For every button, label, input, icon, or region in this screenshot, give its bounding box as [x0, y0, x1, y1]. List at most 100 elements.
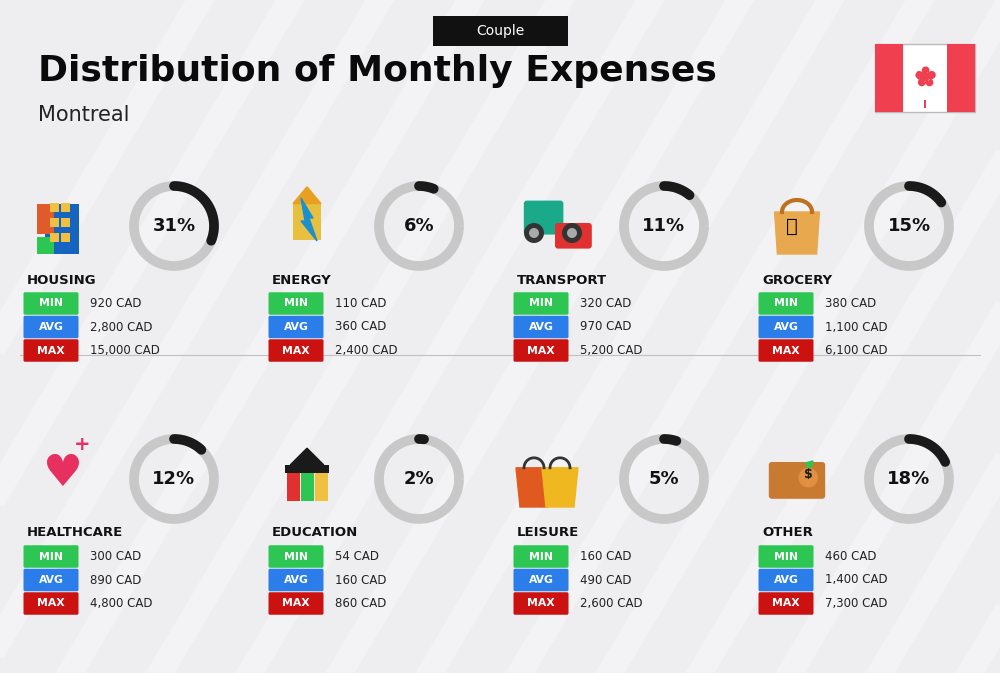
FancyBboxPatch shape [555, 223, 592, 248]
FancyBboxPatch shape [875, 44, 975, 112]
FancyBboxPatch shape [268, 339, 324, 362]
Circle shape [562, 223, 582, 243]
Circle shape [524, 223, 544, 243]
Text: 110 CAD: 110 CAD [335, 297, 386, 310]
FancyBboxPatch shape [514, 545, 568, 568]
Polygon shape [516, 468, 552, 507]
FancyBboxPatch shape [514, 592, 568, 614]
FancyBboxPatch shape [759, 339, 814, 362]
Text: ♥: ♥ [42, 452, 82, 495]
Text: AVG: AVG [39, 322, 63, 332]
Text: +: + [74, 435, 90, 454]
FancyBboxPatch shape [514, 316, 568, 339]
Text: MAX: MAX [37, 345, 65, 355]
Text: MIN: MIN [284, 299, 308, 308]
Text: LEISURE: LEISURE [517, 526, 579, 540]
FancyBboxPatch shape [268, 592, 324, 614]
Text: 380 CAD: 380 CAD [825, 297, 876, 310]
Text: 360 CAD: 360 CAD [335, 320, 386, 334]
Polygon shape [301, 198, 317, 241]
Text: MIN: MIN [774, 551, 798, 561]
FancyBboxPatch shape [759, 292, 814, 315]
FancyBboxPatch shape [268, 545, 324, 568]
FancyBboxPatch shape [268, 292, 324, 315]
Circle shape [567, 228, 577, 238]
Text: 2,800 CAD: 2,800 CAD [90, 320, 152, 334]
Text: AVG: AVG [39, 575, 63, 585]
FancyBboxPatch shape [759, 316, 814, 339]
Bar [315, 473, 328, 501]
Text: AVG: AVG [284, 575, 308, 585]
Polygon shape [542, 468, 578, 507]
Text: 920 CAD: 920 CAD [90, 297, 142, 310]
Text: MIN: MIN [529, 551, 553, 561]
Bar [45, 204, 79, 254]
Bar [50, 233, 59, 242]
Text: GROCERY: GROCERY [762, 273, 832, 287]
Text: 320 CAD: 320 CAD [580, 297, 631, 310]
Text: MAX: MAX [37, 598, 65, 608]
FancyBboxPatch shape [24, 339, 78, 362]
Text: MAX: MAX [282, 345, 310, 355]
Bar [50, 218, 59, 227]
Bar [875, 44, 903, 112]
Bar [301, 473, 314, 501]
Text: AVG: AVG [529, 575, 553, 585]
Text: ENERGY: ENERGY [272, 273, 332, 287]
Text: MAX: MAX [772, 345, 800, 355]
Bar [293, 204, 321, 240]
FancyBboxPatch shape [514, 292, 568, 315]
Bar [61, 218, 70, 227]
Text: EDUCATION: EDUCATION [272, 526, 358, 540]
Text: AVG: AVG [774, 322, 798, 332]
Text: 31%: 31% [152, 217, 196, 235]
Text: 6,100 CAD: 6,100 CAD [825, 344, 888, 357]
Circle shape [798, 468, 818, 487]
Text: 🌿: 🌿 [786, 217, 798, 236]
Text: MAX: MAX [527, 345, 555, 355]
FancyBboxPatch shape [759, 545, 814, 568]
Text: 5,200 CAD: 5,200 CAD [580, 344, 642, 357]
Text: AVG: AVG [774, 575, 798, 585]
Bar [947, 44, 975, 112]
Text: 160 CAD: 160 CAD [580, 550, 632, 563]
Text: 1,100 CAD: 1,100 CAD [825, 320, 888, 334]
Text: AVG: AVG [529, 322, 553, 332]
Text: 5%: 5% [649, 470, 679, 488]
Text: 460 CAD: 460 CAD [825, 550, 877, 563]
Text: Montreal: Montreal [38, 105, 130, 125]
Text: OTHER: OTHER [762, 526, 813, 540]
Text: MAX: MAX [527, 598, 555, 608]
FancyBboxPatch shape [524, 201, 563, 235]
Text: MAX: MAX [772, 598, 800, 608]
Text: 15%: 15% [887, 217, 931, 235]
Polygon shape [290, 448, 324, 465]
FancyBboxPatch shape [24, 316, 78, 339]
Text: 15,000 CAD: 15,000 CAD [90, 344, 160, 357]
Bar [50, 203, 59, 211]
Text: MIN: MIN [529, 299, 553, 308]
Text: MIN: MIN [774, 299, 798, 308]
Polygon shape [775, 212, 819, 254]
Bar [61, 203, 70, 211]
Text: ✿: ✿ [913, 64, 937, 92]
Bar [285, 465, 329, 473]
Text: 300 CAD: 300 CAD [90, 550, 141, 563]
Text: MIN: MIN [284, 551, 308, 561]
Text: AVG: AVG [284, 322, 308, 332]
FancyBboxPatch shape [268, 569, 324, 592]
Text: MAX: MAX [282, 598, 310, 608]
Text: 11%: 11% [642, 217, 686, 235]
Text: 54 CAD: 54 CAD [335, 550, 379, 563]
Text: Distribution of Monthly Expenses: Distribution of Monthly Expenses [38, 54, 717, 88]
Text: HOUSING: HOUSING [27, 273, 97, 287]
Text: 160 CAD: 160 CAD [335, 573, 386, 586]
Text: 970 CAD: 970 CAD [580, 320, 632, 334]
Text: 890 CAD: 890 CAD [90, 573, 141, 586]
Text: MIN: MIN [39, 299, 63, 308]
Circle shape [529, 228, 539, 238]
Text: 7,300 CAD: 7,300 CAD [825, 597, 888, 610]
FancyBboxPatch shape [24, 592, 78, 614]
Bar [287, 473, 300, 501]
Text: 18%: 18% [887, 470, 931, 488]
